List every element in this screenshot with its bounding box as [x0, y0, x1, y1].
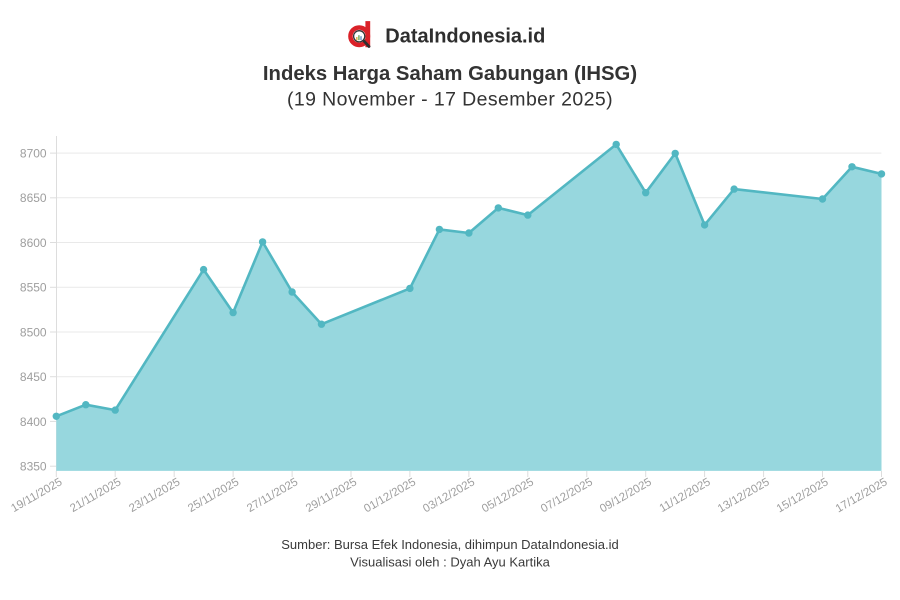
svg-text:8500: 8500	[20, 325, 47, 339]
svg-text:25/11/2025: 25/11/2025	[186, 476, 241, 515]
svg-text:8350: 8350	[20, 460, 47, 474]
svg-text:8700: 8700	[20, 147, 47, 161]
svg-text:29/11/2025: 29/11/2025	[304, 476, 359, 515]
svg-text:DataIndonesia.id: DataIndonesia.id	[385, 26, 545, 48]
svg-text:8400: 8400	[20, 415, 47, 429]
svg-text:17/12/2025: 17/12/2025	[834, 476, 890, 515]
svg-text:21/11/2025: 21/11/2025	[68, 476, 123, 515]
svg-text:8550: 8550	[20, 281, 47, 295]
svg-text:27/11/2025: 27/11/2025	[245, 476, 300, 515]
svg-text:8650: 8650	[20, 191, 47, 205]
svg-text:23/11/2025: 23/11/2025	[127, 476, 182, 515]
svg-text:01/12/2025: 01/12/2025	[362, 476, 418, 515]
svg-text:13/12/2025: 13/12/2025	[716, 476, 772, 515]
svg-text:19/11/2025: 19/11/2025	[9, 476, 64, 515]
svg-text:8600: 8600	[20, 236, 47, 250]
svg-text:11/12/2025: 11/12/2025	[658, 476, 713, 515]
svg-text:8450: 8450	[20, 370, 47, 384]
svg-text:07/12/2025: 07/12/2025	[539, 476, 595, 515]
svg-text:05/12/2025: 05/12/2025	[480, 476, 536, 515]
svg-text:03/12/2025: 03/12/2025	[421, 476, 477, 515]
svg-text:(19 November - 17 Desember 202: (19 November - 17 Desember 2025)	[287, 89, 613, 111]
svg-text:Indeks Harga Saham Gabungan (I: Indeks Harga Saham Gabungan (IHSG)	[263, 63, 637, 85]
svg-text:Sumber: Bursa Efek Indonesia,: Sumber: Bursa Efek Indonesia, dihimpun D…	[281, 537, 618, 552]
svg-text:Visualisasi oleh : Dyah Ayu Ka: Visualisasi oleh : Dyah Ayu Kartika	[350, 555, 550, 570]
svg-text:09/12/2025: 09/12/2025	[598, 476, 654, 515]
svg-text:15/12/2025: 15/12/2025	[775, 476, 831, 515]
